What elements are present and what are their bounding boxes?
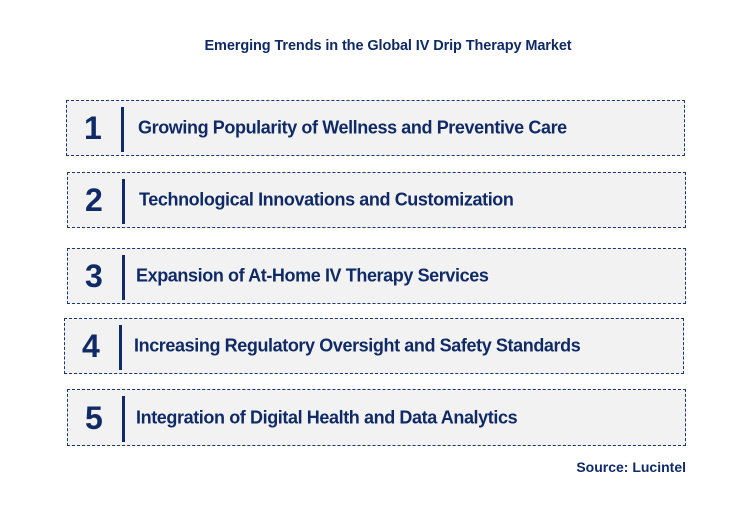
trend-item-2: 2 Technological Innovations and Customiz… bbox=[67, 172, 686, 228]
divider-bar bbox=[121, 107, 124, 152]
trend-number: 2 bbox=[85, 182, 103, 218]
trend-number: 4 bbox=[82, 328, 100, 364]
source-note: Source: Lucintel bbox=[576, 459, 686, 475]
trend-label: Growing Popularity of Wellness and Preve… bbox=[138, 117, 567, 138]
diagram-title: Emerging Trends in the Global IV Drip Th… bbox=[204, 38, 572, 54]
divider-bar bbox=[119, 325, 122, 370]
trend-label: Technological Innovations and Customizat… bbox=[139, 189, 514, 210]
divider-bar bbox=[122, 179, 125, 224]
trend-number: 1 bbox=[84, 110, 102, 146]
trend-item-4: 4 Increasing Regulatory Oversight and Sa… bbox=[64, 318, 684, 374]
trend-number: 5 bbox=[85, 399, 103, 436]
divider-bar bbox=[122, 255, 125, 300]
trend-item-5: 5 Integration of Digital Health and Data… bbox=[67, 389, 686, 446]
trend-item-1: 1 Growing Popularity of Wellness and Pre… bbox=[66, 100, 685, 156]
trend-item-3: 3 Expansion of At-Home IV Therapy Servic… bbox=[67, 248, 686, 304]
trend-label: Expansion of At-Home IV Therapy Services bbox=[136, 265, 489, 286]
trend-label: Increasing Regulatory Oversight and Safe… bbox=[134, 335, 581, 356]
trend-label: Integration of Digital Health and Data A… bbox=[136, 407, 518, 427]
divider-bar bbox=[122, 396, 125, 442]
trend-number: 3 bbox=[85, 258, 103, 294]
